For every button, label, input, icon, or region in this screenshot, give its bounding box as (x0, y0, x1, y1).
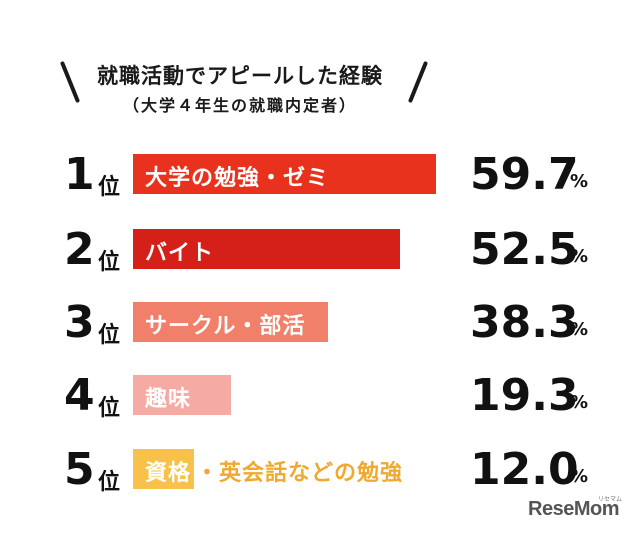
value-label: 19.3 (470, 370, 579, 421)
percent-sign: % (570, 246, 589, 267)
rank-number: 3 (64, 297, 95, 348)
rank-row: 1 位大学の勉強・ゼミ 59.7% (0, 147, 640, 207)
rank-number: 4 (64, 370, 95, 421)
rank-number: 5 (64, 444, 95, 495)
bar (133, 154, 436, 194)
rank-suffix: 位 (98, 396, 121, 421)
rank-row: 2 位バイト 52.5% (0, 222, 640, 282)
bar (133, 449, 194, 489)
rank-row: 3 位サークル・部活 38.3% (0, 295, 640, 355)
resemom-logo-kana: リセマム (598, 496, 623, 503)
bar-label: 趣味 (145, 387, 192, 412)
percent-sign: % (570, 171, 589, 192)
percent-sign: % (570, 466, 589, 487)
value-label: 59.7 (470, 149, 579, 200)
bar-label: 資格 (145, 461, 192, 486)
value-label: 52.5 (470, 224, 579, 275)
bar-label: サークル・部活 (145, 314, 306, 339)
rank-row: 5 位資格 ・英会話などの勉強 12.0% (0, 442, 640, 502)
percent-sign: % (570, 392, 589, 413)
bar-label-extra: ・英会話などの勉強 (196, 461, 404, 486)
rank-number: 2 (64, 224, 95, 275)
rank-suffix: 位 (98, 323, 121, 348)
value-label: 12.0 (470, 444, 579, 495)
rank-suffix: 位 (98, 250, 121, 275)
rank-suffix: 位 (98, 175, 121, 200)
rank-number: 1 (64, 149, 95, 200)
rank-row: 4 位趣味 19.3% (0, 368, 640, 428)
bar (133, 229, 400, 269)
rank-suffix: 位 (98, 470, 121, 495)
percent-sign: % (570, 319, 589, 340)
resemom-logo: ReseMom (528, 498, 619, 520)
bar (133, 375, 231, 415)
chart-subtitle: （大学４年生の就職内定者） (122, 96, 357, 115)
bar-label: バイト (145, 241, 215, 266)
bar (133, 302, 328, 342)
chart-title: 就職活動でアピールした経験 (97, 64, 383, 88)
bar-label: 大学の勉強・ゼミ (145, 166, 330, 191)
value-label: 38.3 (470, 297, 579, 348)
